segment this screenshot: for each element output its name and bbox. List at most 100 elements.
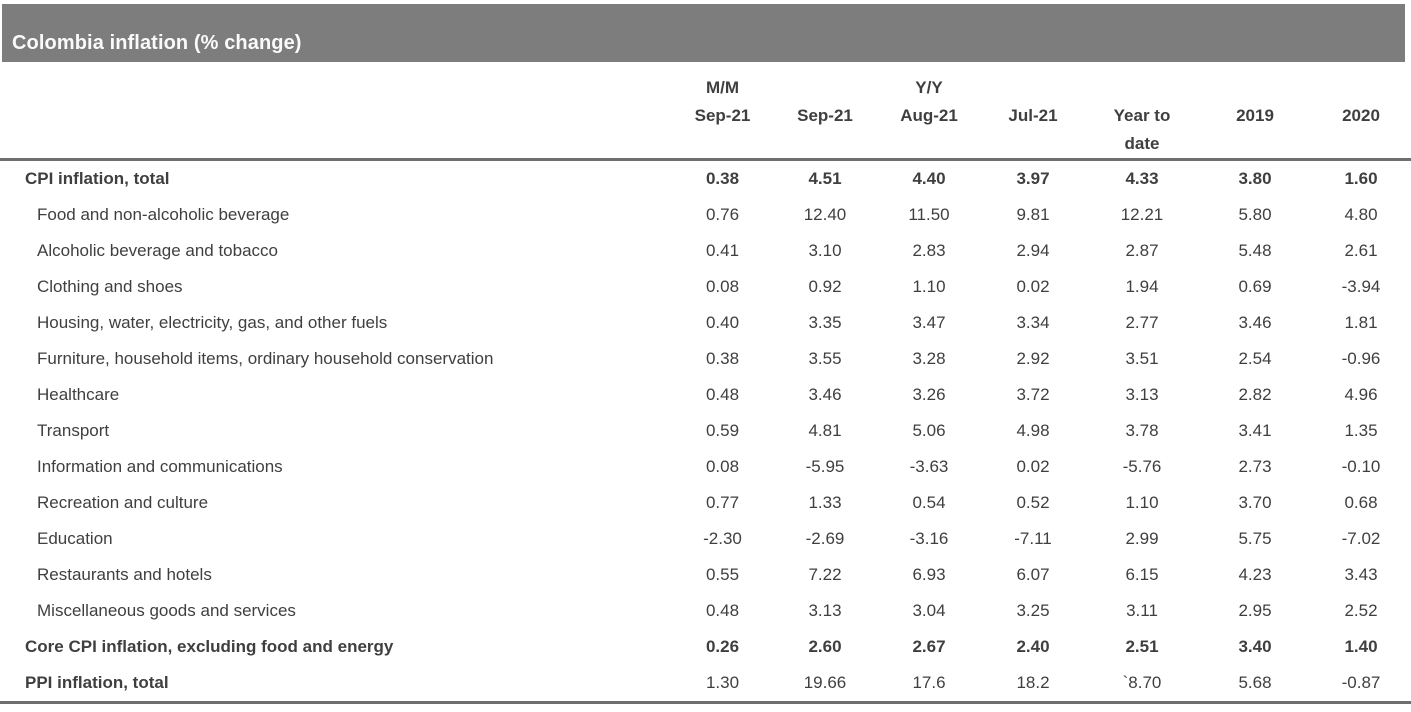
- value-cell: -3.94: [1341, 277, 1381, 296]
- value-cell: 4.40: [912, 169, 946, 188]
- value-cell: 1.94: [1125, 277, 1159, 296]
- value-cell: 3.97: [1016, 169, 1050, 188]
- value-cell: 19.66: [773, 665, 877, 704]
- table-row: CPI inflation, total 0.38 4.51 4.40 3.97 4.33…: [0, 160, 1411, 198]
- column-header-line1: M/M: [705, 78, 740, 97]
- row-label: Clothing and shoes: [37, 277, 183, 296]
- value-cell: 3.46: [808, 385, 842, 404]
- value-cell: 1.81: [1344, 313, 1378, 332]
- column-header-line2: Year to: [1113, 106, 1171, 125]
- row-label: Information and communications: [37, 457, 283, 476]
- value-cell: 0.02: [1016, 277, 1050, 296]
- table-title-bar: Colombia inflation (% change): [2, 4, 1405, 62]
- value-cell: 3.43: [1344, 565, 1378, 584]
- table-row: Transport 0.59 4.81 5.06 4.98 3.78 3.41 1.35: [0, 413, 1411, 449]
- value-cell: -3.63: [909, 457, 949, 476]
- value-cell: -2.30: [703, 529, 742, 548]
- table-row: Alcoholic beverage and tobacco 0.41 3.10 2.…: [0, 233, 1411, 269]
- value-cell: 2.82: [1238, 385, 1272, 404]
- value-cell: 17.6: [877, 665, 981, 704]
- column-header-line1: [1311, 74, 1411, 102]
- table-row: Restaurants and hotels 0.55 7.22 6.93 6.07 6.…: [0, 557, 1411, 593]
- value-cell: -0.10: [1341, 457, 1381, 476]
- row-label: Recreation and culture: [37, 493, 209, 512]
- value-cell: 0.48: [705, 601, 740, 620]
- value-cell: 0.54: [912, 493, 946, 512]
- value-cell: -3.16: [909, 529, 949, 548]
- column-header-line2: Sep-21: [694, 106, 751, 125]
- value-cell: 0.38: [705, 169, 740, 188]
- value-cell: 3.40: [1238, 637, 1272, 656]
- value-cell: 2.51: [1125, 637, 1159, 656]
- value-cell: -5.76: [1122, 457, 1162, 476]
- value-cell: 2.67: [912, 637, 946, 656]
- value-column-header: M/M Sep-21: [672, 62, 773, 161]
- value-cell: 0.55: [705, 565, 740, 584]
- column-header-line3: [877, 130, 981, 158]
- column-header-line1: [773, 74, 877, 102]
- value-cell: 4.80: [1344, 205, 1378, 224]
- table-row: PPI inflation, total 1.30 19.66 17.6 18.2 `8.…: [0, 665, 1411, 704]
- column-header-line2: 2019: [1236, 106, 1274, 125]
- row-label: Transport: [37, 421, 110, 440]
- value-cell: 6.15: [1125, 565, 1159, 584]
- value-cell: 0.40: [705, 313, 740, 332]
- value-cell: 2.52: [1344, 601, 1378, 620]
- value-cell: 3.11: [1126, 601, 1158, 620]
- value-cell: 1.60: [1344, 169, 1378, 188]
- value-cell: 4.23: [1238, 565, 1272, 584]
- value-cell: 0.77: [705, 493, 740, 512]
- column-header-line3: date: [1124, 134, 1160, 153]
- row-label: PPI inflation, total: [0, 665, 672, 704]
- value-cell: 3.51: [1125, 349, 1159, 368]
- value-cell: -0.87: [1311, 665, 1411, 704]
- value-cell: 0.02: [1016, 457, 1050, 476]
- row-label: CPI inflation, total: [25, 169, 170, 188]
- value-cell: 3.34: [1016, 313, 1050, 332]
- value-cell: 0.59: [705, 421, 740, 440]
- value-cell: 3.46: [1238, 313, 1272, 332]
- value-cell: 7.22: [808, 565, 842, 584]
- value-cell: 3.55: [808, 349, 842, 368]
- row-label: Restaurants and hotels: [37, 565, 212, 584]
- table-header-row: M/M Sep-21 Sep-21 Y/Y Aug-21 Jul-21 Year to dat…: [0, 62, 1411, 161]
- value-cell: 2.40: [1016, 637, 1050, 656]
- value-cell: 3.10: [808, 241, 842, 260]
- column-header-line3: [672, 130, 773, 158]
- column-header-line3: [773, 130, 877, 158]
- value-cell: 0.38: [705, 349, 740, 368]
- table-row: Recreation and culture 0.77 1.33 0.54 0.52 1.…: [0, 485, 1411, 521]
- column-header-line3: [1311, 130, 1411, 158]
- value-cell: 0.52: [1016, 493, 1050, 512]
- row-label: Education: [37, 529, 113, 548]
- value-cell: 6.93: [912, 565, 946, 584]
- column-header-line3: [1199, 130, 1311, 158]
- table-row: Furniture, household items, ordinary hou…: [0, 341, 1411, 377]
- table-row: Education -2.30 -2.69 -3.16 -7.11 2.99 5.75 -7.…: [0, 521, 1411, 557]
- value-cell: 0.08: [705, 277, 740, 296]
- column-header-line2: 2020: [1342, 106, 1380, 125]
- column-header-line2: Sep-21: [797, 106, 853, 125]
- column-header-line3: [981, 130, 1085, 158]
- value-cell: 12.21: [1120, 205, 1164, 224]
- value-cell: 2.83: [912, 241, 946, 260]
- value-cell: 3.35: [808, 313, 842, 332]
- value-cell: 0.68: [1344, 493, 1378, 512]
- row-label: Healthcare: [37, 385, 120, 404]
- table-row: Healthcare 0.48 3.46 3.26 3.72 3.13 2.82 4.96: [0, 377, 1411, 413]
- value-cell: 2.95: [1238, 601, 1272, 620]
- value-cell: 6.07: [1016, 565, 1050, 584]
- value-cell: 3.13: [1125, 385, 1159, 404]
- value-column-header: 2020: [1311, 62, 1411, 161]
- value-cell: -0.96: [1341, 349, 1381, 368]
- value-cell: 0.26: [705, 637, 740, 656]
- value-cell: 0.08: [705, 457, 740, 476]
- value-cell: 0.92: [808, 277, 842, 296]
- value-cell: 3.26: [912, 385, 946, 404]
- value-cell: 0.48: [705, 385, 740, 404]
- value-cell: 5.48: [1238, 241, 1272, 260]
- table-row: Food and non-alcoholic beverage 0.76 12.40…: [0, 197, 1411, 233]
- value-cell: 2.99: [1125, 529, 1159, 548]
- value-cell: -2.69: [805, 529, 845, 548]
